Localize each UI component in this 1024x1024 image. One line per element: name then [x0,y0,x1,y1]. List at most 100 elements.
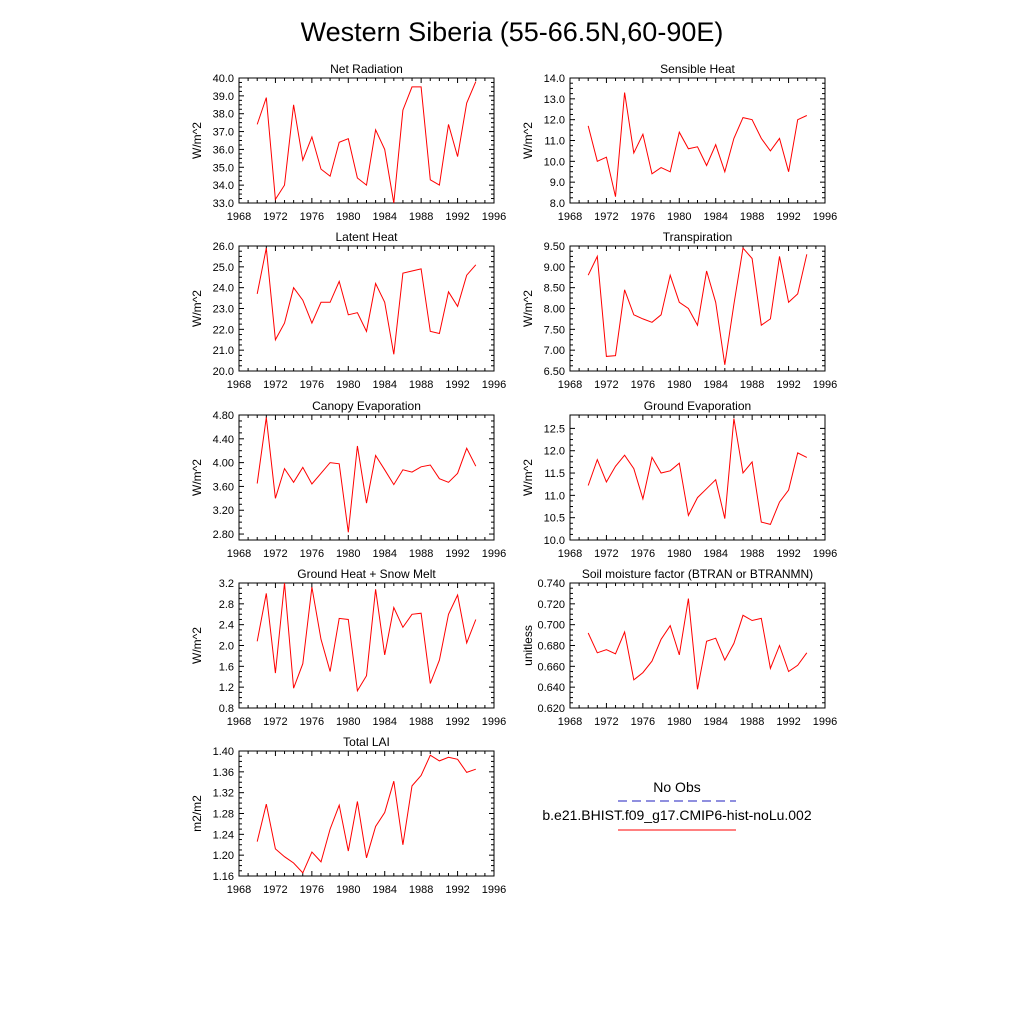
y-tick-label: 0.8 [219,703,234,715]
y-tick-label: 11.0 [544,136,565,148]
y-axis-label: W/m^2 [190,627,204,664]
series-line-1 [587,246,808,365]
x-tick-label: 1992 [445,884,469,896]
y-axis-label: m2/m2 [190,795,204,832]
y-tick-label: 11.5 [544,468,565,480]
series-line-1 [256,582,477,693]
x-tick-label: 1980 [336,379,360,391]
x-tick-label: 1988 [740,211,764,223]
x-tick-label: 1988 [409,379,433,391]
x-tick-label: 1996 [482,716,506,728]
panel-title: Soil moisture factor (BTRAN or BTRANMN) [582,567,813,581]
y-tick-label: 12.0 [544,115,565,127]
x-tick-label: 1968 [227,211,251,223]
x-tick-label: 1996 [813,211,837,223]
x-tick-label: 1988 [740,716,764,728]
x-tick-label: 1968 [558,548,582,560]
plot-frame [238,582,495,709]
y-tick-label: 8.0 [550,198,565,210]
x-tick-label: 1980 [336,884,360,896]
y-tick-label: 10.0 [544,156,565,168]
x-tick-label: 1972 [263,716,287,728]
x-tick-label: 1996 [482,884,506,896]
panel-title: Ground Heat + Snow Melt [297,567,436,581]
x-tick-label: 1988 [740,379,764,391]
plot-frame [569,77,826,204]
x-tick-label: 1976 [631,548,655,560]
y-tick-label: 37.0 [213,127,234,139]
y-tick-label: 39.0 [213,91,234,103]
x-tick-label: 1996 [813,379,837,391]
y-tick-label: 3.20 [213,505,234,517]
y-tick-label: 1.6 [219,661,234,673]
y-tick-label: 14.0 [544,73,565,85]
y-axis-label: W/m^2 [190,122,204,159]
x-tick-label: 1988 [740,548,764,560]
y-axis-label: unitless [521,625,535,666]
y-tick-label: 38.0 [213,109,234,121]
y-tick-label: 10.0 [544,535,565,547]
chart-panel-4: Transpiration W/m^2 1968 1972 1976 1980 1984 19… [521,230,837,391]
series-line-1 [587,92,808,197]
panel-title: Latent Heat [335,230,398,244]
y-tick-label: 40.0 [213,73,234,85]
y-tick-label: 4.00 [213,458,234,470]
x-tick-label: 1992 [445,548,469,560]
x-tick-label: 1976 [300,379,324,391]
y-tick-label: 0.660 [537,661,565,673]
x-tick-label: 1996 [482,548,506,560]
x-tick-label: 1972 [594,211,618,223]
x-tick-label: 1980 [667,548,691,560]
x-tick-label: 1972 [263,884,287,896]
y-tick-label: 9.50 [544,241,565,253]
y-tick-label: 2.80 [213,529,234,541]
y-tick-label: 2.0 [219,641,234,653]
x-tick-label: 1972 [594,716,618,728]
x-tick-label: 1988 [409,211,433,223]
x-tick-label: 1980 [667,716,691,728]
x-tick-label: 1980 [336,716,360,728]
y-axis-label: W/m^2 [190,459,204,496]
series-line-1 [256,248,477,355]
y-tick-label: 21.0 [213,345,234,357]
y-tick-label: 7.00 [544,345,565,357]
x-tick-label: 1992 [776,548,800,560]
y-tick-label: 4.40 [213,434,234,446]
chart-panel-5: Canopy Evaporation W/m^2 1968 1972 1976 1980 1… [190,399,506,560]
x-tick-label: 1984 [372,548,396,560]
chart-panel-2: Sensible Heat W/m^2 1968 1972 1976 1980 1984 19… [521,62,837,223]
y-tick-label: 0.740 [537,578,565,590]
y-tick-label: 4.80 [213,410,234,422]
x-tick-label: 1992 [445,716,469,728]
y-tick-label: 36.0 [213,144,234,156]
chart-panel-8: Soil moisture factor (BTRAN or BTRANMN) u… [521,567,837,728]
y-tick-label: 1.40 [213,746,234,758]
chart-panel-9: Total LAI m2/m2 1968 1972 1976 1980 1984 1988 19… [190,735,506,896]
x-tick-label: 1976 [300,211,324,223]
y-tick-label: 25.0 [213,262,234,274]
y-tick-label: 1.20 [213,850,234,862]
x-tick-label: 1984 [372,884,396,896]
x-tick-label: 1980 [667,211,691,223]
y-tick-label: 3.60 [213,481,234,493]
x-tick-label: 1976 [631,716,655,728]
y-tick-label: 12.0 [544,446,565,458]
x-tick-label: 1976 [300,716,324,728]
y-tick-label: 35.0 [213,162,234,174]
x-tick-label: 1988 [409,548,433,560]
series-line-1 [587,598,808,690]
y-tick-label: 1.2 [219,682,234,694]
series-line-1 [256,754,476,874]
y-tick-label: 1.28 [213,809,234,821]
x-tick-label: 1972 [263,548,287,560]
x-tick-label: 1988 [409,884,433,896]
y-axis-label: W/m^2 [521,122,535,159]
plot-frame [238,414,495,541]
plot-frame [238,245,495,372]
y-tick-label: 12.5 [544,423,565,435]
y-tick-label: 1.16 [213,871,234,883]
legend: No Obs b.e21.BHIST.f09_g17.CMIP6-hist-no… [542,779,812,831]
x-tick-label: 1968 [227,548,251,560]
y-tick-label: 9.00 [544,262,565,274]
